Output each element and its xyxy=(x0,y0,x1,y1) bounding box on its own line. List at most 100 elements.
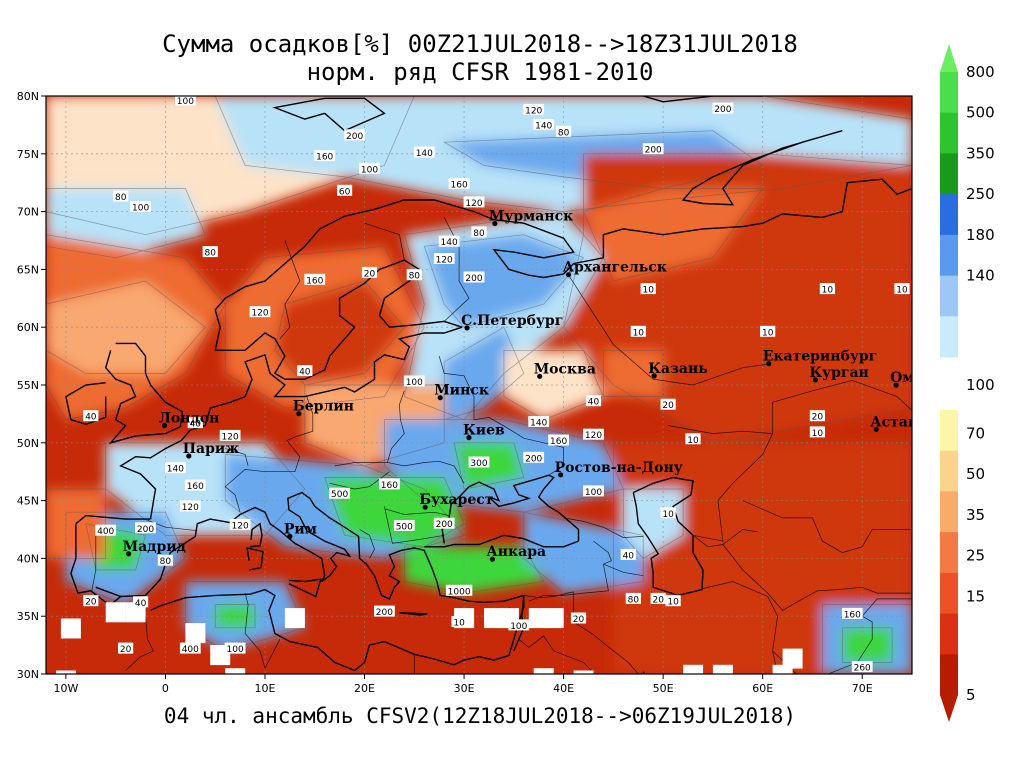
contour-label: 10 xyxy=(896,286,908,296)
contour-label: 40 xyxy=(588,398,600,408)
city-marker xyxy=(287,533,293,540)
colorbar-swatch xyxy=(940,410,958,452)
city-label: Казань xyxy=(648,361,708,377)
precip-contour xyxy=(503,349,604,421)
contour-label: 10 xyxy=(453,619,465,629)
contour-label: 80 xyxy=(115,193,127,203)
colorbar-swatch xyxy=(940,316,958,358)
country-border xyxy=(225,448,249,466)
contour-label: 140 xyxy=(535,121,552,131)
precip-region xyxy=(503,350,604,420)
country-border xyxy=(91,535,97,591)
contour-label-bg xyxy=(433,517,455,529)
country-border xyxy=(742,500,912,553)
colorbar-swatch xyxy=(940,654,958,696)
contour-label-bg xyxy=(760,325,776,337)
precip-region xyxy=(842,627,893,663)
missing-data-cell xyxy=(284,608,305,629)
coastline xyxy=(214,178,912,351)
contour-label: 160 xyxy=(316,153,333,163)
contour-label-bg xyxy=(625,592,641,604)
coastline xyxy=(632,476,704,597)
coastline xyxy=(246,547,264,571)
precip-contour xyxy=(46,188,206,259)
contour-label-bg xyxy=(583,485,604,497)
country-border xyxy=(518,635,596,674)
contour-label: 400 xyxy=(97,527,114,537)
contour-label-bg xyxy=(665,595,681,607)
contour-label: 40 xyxy=(135,599,147,609)
coastline xyxy=(95,586,121,598)
colorbar-swatch xyxy=(940,194,958,236)
country-border xyxy=(702,581,779,674)
contour-label-bg xyxy=(685,433,701,445)
contour-label-bg xyxy=(809,410,825,422)
contour-label: 200 xyxy=(465,274,482,284)
contour-label-bg xyxy=(448,177,470,189)
country-border xyxy=(603,563,644,577)
contour-label: 10 xyxy=(642,286,654,296)
precip-contour xyxy=(841,627,893,663)
city-label: Мадрид xyxy=(123,539,186,555)
lon-tick-label: 60E xyxy=(752,682,773,695)
contour-label-bg xyxy=(819,283,835,295)
precip-region xyxy=(603,350,664,397)
missing-data-cell xyxy=(573,670,594,674)
country-border xyxy=(244,593,266,669)
country-border xyxy=(668,380,912,434)
contour-label-bg xyxy=(463,196,485,208)
lon-tick-label: 10W xyxy=(53,682,78,695)
country-border xyxy=(334,462,388,467)
country-border xyxy=(523,591,574,599)
coastline xyxy=(70,491,525,666)
city-label: Астана xyxy=(870,414,927,430)
precip-contour xyxy=(403,546,545,594)
lon-tick-label: 20E xyxy=(354,682,375,695)
contour-label: 20 xyxy=(364,269,376,279)
city-label: Курган xyxy=(809,365,868,381)
contour-label: 80 xyxy=(628,595,640,605)
contour-label: 120 xyxy=(465,199,482,209)
precip-contour xyxy=(384,419,624,513)
contour-label: 1000 xyxy=(448,587,471,597)
city-label: Мурманск xyxy=(489,209,573,225)
colorbar-swatch xyxy=(940,275,958,317)
colorbar-swatch xyxy=(940,532,958,574)
coastline xyxy=(441,474,580,544)
contour-label-bg xyxy=(585,395,602,407)
contour-label-bg xyxy=(297,365,313,377)
precip-contour xyxy=(46,96,415,236)
city-marker xyxy=(537,373,543,379)
contour-label-bg xyxy=(570,612,587,624)
precip-contour xyxy=(224,245,425,409)
contour-label: 200 xyxy=(137,525,154,535)
contour-label: 100 xyxy=(585,488,602,498)
contour-label: 40 xyxy=(299,368,311,378)
coastline xyxy=(104,342,184,445)
contour-label: 100 xyxy=(177,97,194,107)
contour-label-bg xyxy=(650,592,666,604)
contour-label: 120 xyxy=(436,256,453,266)
contour-label: 120 xyxy=(182,503,199,513)
missing-data-cell xyxy=(225,668,246,674)
coastline xyxy=(75,514,151,525)
colorbar-swatch xyxy=(940,613,958,655)
city-label: Омск xyxy=(890,370,933,386)
contour-label: 40 xyxy=(85,413,97,423)
contour-label-bg xyxy=(374,605,395,617)
contour-label-bg xyxy=(179,500,201,512)
city-label: Екатеринбург xyxy=(763,349,878,365)
contour-label-bg xyxy=(229,518,251,530)
contour-label: 200 xyxy=(436,520,453,530)
contour-label-bg xyxy=(642,143,664,155)
city-label: Париж xyxy=(183,441,240,457)
precip-contour xyxy=(453,442,525,490)
contour-label: 160 xyxy=(187,482,204,492)
contour-label: 80 xyxy=(558,128,570,138)
contour-label: 100 xyxy=(361,165,378,175)
contour-label: 200 xyxy=(376,608,393,618)
colorbar-label: 500 xyxy=(966,104,995,122)
contour-label-bg xyxy=(445,584,473,596)
coastline xyxy=(65,382,107,426)
precip-region xyxy=(274,281,405,385)
